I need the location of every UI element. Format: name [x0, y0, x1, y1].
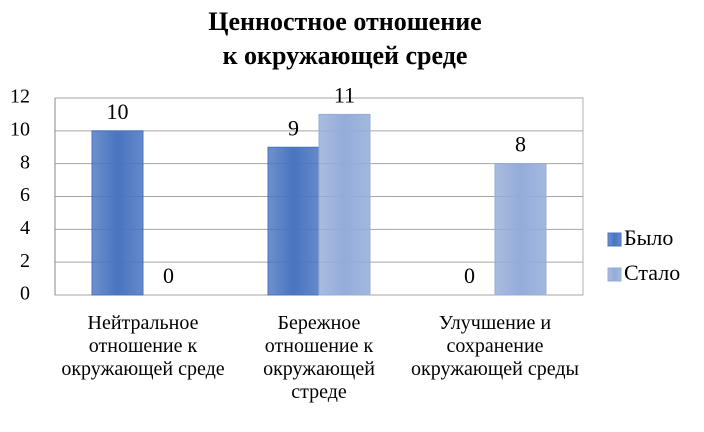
data-label: 8: [515, 132, 526, 157]
x-tick-label: Нейтральное отношение к окружающей среде: [61, 312, 225, 380]
chart-title: Ценностное отношение: [208, 7, 481, 36]
data-label: 10: [107, 99, 129, 124]
y-tick-label: 4: [20, 217, 30, 239]
legend-swatch: [607, 267, 622, 282]
y-tick-label: 10: [10, 118, 30, 140]
data-label: 0: [464, 263, 475, 288]
chart-title: к окружающей среде: [223, 41, 468, 70]
y-tick-label: 6: [20, 184, 30, 206]
x-tick-label: Бережное отношение к окружающей стреде: [263, 312, 375, 403]
legend-label: Стало: [624, 260, 680, 285]
data-label: 9: [288, 115, 299, 140]
bar: [91, 130, 144, 296]
bar: [267, 146, 320, 296]
legend-label: Было: [624, 225, 673, 250]
legend-swatch: [607, 232, 622, 247]
data-label: 11: [334, 82, 355, 107]
data-label: 0: [163, 263, 174, 288]
x-tick-label: Улучшение и сохранение окружающей среды: [411, 312, 579, 380]
bar: [318, 113, 371, 296]
y-tick-label: 2: [20, 250, 30, 272]
y-tick-label: 0: [20, 283, 30, 305]
y-tick-label: 12: [10, 86, 30, 108]
bar: [494, 163, 547, 296]
y-tick-label: 8: [20, 151, 30, 173]
